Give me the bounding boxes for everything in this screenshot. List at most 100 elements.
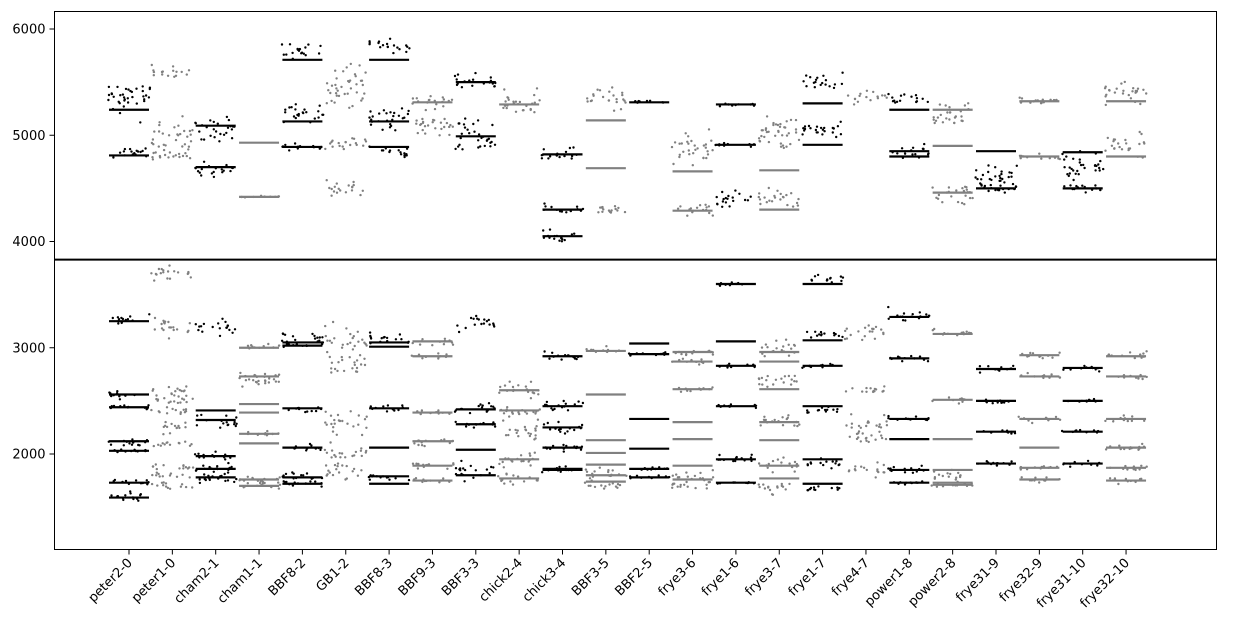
data-point xyxy=(416,410,419,413)
data-point xyxy=(257,379,260,383)
data-point xyxy=(1134,480,1137,484)
data-point xyxy=(318,336,321,339)
data-point xyxy=(123,154,127,157)
data-point xyxy=(352,180,355,184)
data-point xyxy=(499,385,502,389)
data-point xyxy=(726,142,729,146)
data-point xyxy=(999,399,1002,402)
data-point xyxy=(205,126,208,129)
data-point xyxy=(889,356,892,360)
data-point xyxy=(903,483,907,486)
data-point xyxy=(775,347,778,350)
data-point xyxy=(708,480,711,484)
data-point xyxy=(734,189,737,192)
data-point xyxy=(1133,100,1137,104)
data-point xyxy=(477,139,480,142)
data-point xyxy=(473,130,476,133)
data-point xyxy=(161,132,164,135)
data-point xyxy=(477,146,480,149)
data-point xyxy=(824,79,828,82)
data-point xyxy=(981,173,985,177)
data-point xyxy=(759,424,762,427)
data-point xyxy=(814,78,818,82)
data-point xyxy=(200,413,203,417)
data-point xyxy=(361,338,364,341)
data-point xyxy=(1068,172,1072,175)
data-point xyxy=(136,150,140,153)
data-point xyxy=(337,471,341,474)
data-point xyxy=(1036,99,1040,102)
data-point xyxy=(1066,399,1070,403)
data-point xyxy=(305,111,308,114)
data-point xyxy=(359,363,363,366)
data-point xyxy=(535,410,538,413)
data-point xyxy=(353,361,356,364)
data-point xyxy=(616,486,619,489)
data-point xyxy=(505,409,508,413)
data-point xyxy=(923,142,926,146)
data-point xyxy=(580,445,584,448)
data-point xyxy=(838,487,841,490)
data-point xyxy=(780,484,783,488)
data-point xyxy=(284,472,288,476)
data-point xyxy=(491,423,494,426)
data-point xyxy=(202,464,205,467)
data-point xyxy=(679,485,682,488)
data-point xyxy=(443,340,446,343)
series-power2-8 xyxy=(930,102,974,488)
data-point xyxy=(524,410,527,413)
data-point xyxy=(368,41,371,45)
data-point xyxy=(368,331,372,334)
data-point xyxy=(605,345,608,348)
data-point xyxy=(1120,82,1123,85)
data-point xyxy=(450,341,454,344)
data-point xyxy=(158,123,161,127)
data-point xyxy=(1112,140,1115,143)
data-point xyxy=(550,407,553,410)
data-point xyxy=(116,450,119,454)
data-point xyxy=(1129,479,1133,483)
data-point xyxy=(381,475,385,478)
data-point xyxy=(600,484,603,487)
data-point xyxy=(185,385,188,388)
data-point xyxy=(346,422,349,425)
data-point xyxy=(956,200,960,204)
data-point xyxy=(731,196,734,199)
data-point xyxy=(881,390,884,393)
data-point xyxy=(782,381,785,384)
data-point xyxy=(553,468,556,471)
data-point xyxy=(814,128,818,132)
data-point xyxy=(291,484,295,487)
data-point xyxy=(848,435,851,438)
series-frye3-7 xyxy=(757,115,801,496)
data-point xyxy=(280,339,284,342)
data-point xyxy=(266,429,269,433)
data-point xyxy=(783,375,787,378)
data-point xyxy=(254,380,258,384)
data-point xyxy=(393,111,396,115)
data-point xyxy=(424,355,428,358)
data-point xyxy=(1054,415,1058,419)
data-point xyxy=(435,103,438,106)
data-point xyxy=(650,476,653,480)
data-point xyxy=(895,100,899,104)
data-point xyxy=(1117,482,1120,486)
data-point xyxy=(166,486,170,490)
data-point xyxy=(606,350,609,354)
data-point xyxy=(1132,468,1135,471)
data-point xyxy=(542,208,546,211)
data-point xyxy=(231,166,234,170)
data-point xyxy=(917,317,921,320)
data-point xyxy=(257,432,260,436)
data-point xyxy=(335,468,338,471)
data-point xyxy=(628,475,632,478)
data-point xyxy=(533,451,536,454)
data-point xyxy=(1099,188,1102,192)
data-point xyxy=(785,193,788,197)
data-point xyxy=(415,119,418,122)
data-point xyxy=(451,125,454,128)
data-point xyxy=(112,95,115,99)
data-point xyxy=(616,483,620,486)
data-point xyxy=(987,365,990,368)
data-point xyxy=(168,326,171,329)
